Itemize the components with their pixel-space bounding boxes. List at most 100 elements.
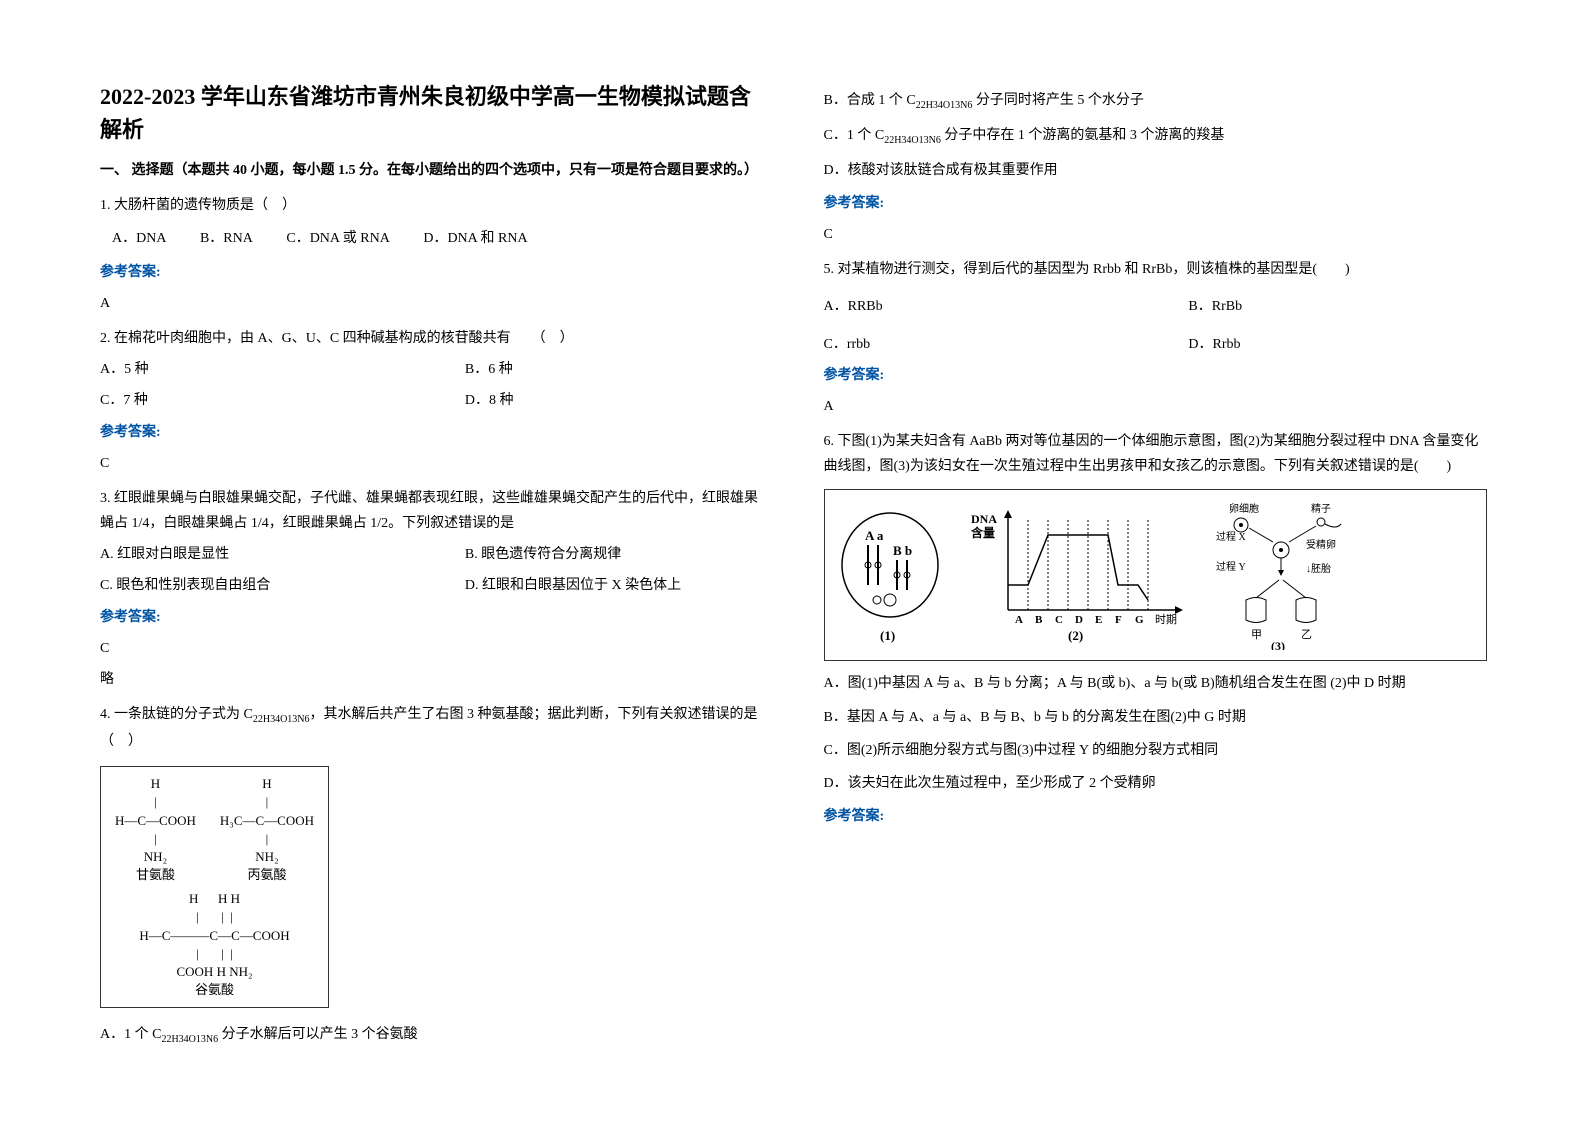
q5-opts-row2: C．rrbb D．Rrbb: [824, 332, 1488, 357]
fig3-num: (3): [1271, 639, 1285, 650]
glycine-struct: H | H—C—COOH | NH₂ 甘氨酸: [115, 775, 196, 884]
q2-opt-b: B．6 种: [465, 357, 764, 382]
q4-b-post: 分子同时将产生 5 个水分子: [972, 93, 1144, 108]
fig3-jia: 甲: [1251, 629, 1262, 641]
q2-ans-label: 参考答案:: [100, 420, 764, 445]
fig1-label-aa: A a: [865, 528, 884, 543]
fig2-dna-chart: DNA 含量 A B C D E F G 时期 (2): [963, 505, 1193, 645]
gly-line: H—C—COOH: [115, 812, 196, 830]
amino-acid-structures: H | H—C—COOH | NH₂ 甘氨酸 H | H₃C—C—COOH | …: [100, 766, 329, 1008]
q4-opt-d: D．核酸对该肽链合成有极其重要作用: [824, 158, 1488, 183]
q2-opt-d: D．8 种: [465, 388, 764, 413]
fig1-num: (1): [880, 628, 895, 643]
fig3-sperm-label: 精子: [1311, 502, 1331, 515]
q6-opt-b: B．基因 A 与 A、a 与 a、B 与 B、b 与 b 的分离发生在图(2)中…: [824, 705, 1488, 730]
glu-bottom: COOH H NH₂: [115, 963, 314, 981]
q3-opts-row1: A. 红眼对白眼是显性 B. 眼色遗传符合分离规律: [100, 542, 764, 567]
q6-ans-label: 参考答案:: [824, 804, 1488, 829]
q1-opt-d: D．DNA 和 RNA: [423, 231, 527, 246]
fig1-cell-icon: A a B b (1): [835, 505, 945, 645]
q2-opts-row1: A．5 种 B．6 种: [100, 357, 764, 382]
q5-opt-d: D．Rrbb: [1188, 332, 1487, 357]
q6-opt-c: C．图(2)所示细胞分裂方式与图(3)中过程 Y 的细胞分裂方式相同: [824, 738, 1488, 763]
q6-figures: A a B b (1) DNA 含量: [824, 489, 1488, 661]
glutamate-struct: H H H | | | H—C———C—C—COOH | | | COOH H …: [115, 890, 314, 999]
q4-a-pre: A．1 个 C: [100, 1027, 161, 1042]
q1-opt-c: C．DNA 或 RNA: [286, 231, 389, 246]
ala-name: 丙氨酸: [220, 866, 314, 884]
q4-opt-a: A．1 个 C22H34O13N6 分子水解后可以产生 3 个谷氨酸: [100, 1022, 764, 1049]
q2-opts-row2: C．7 种 D．8 种: [100, 388, 764, 413]
q5-opt-a: A．RRBb: [824, 294, 1189, 319]
q4-text-a: 4. 一条肽链的分子式为 C: [100, 707, 253, 722]
glu-h1: H: [189, 891, 198, 906]
fig2-xe: E: [1095, 614, 1102, 626]
fig2-xc: C: [1055, 614, 1063, 626]
q4-opt-b: B．合成 1 个 C22H34O13N6 分子同时将产生 5 个水分子: [824, 88, 1488, 115]
ala-nh: NH₂: [220, 848, 314, 866]
q3-opt-a: A. 红眼对白眼是显性: [100, 542, 465, 567]
fig2-xb: B: [1035, 614, 1043, 626]
fig2-xa: A: [1015, 614, 1023, 626]
q4-a-sub: 22H34O13N6: [161, 1034, 218, 1045]
q4-a-post: 分子水解后可以产生 3 个谷氨酸: [218, 1027, 418, 1042]
fig2-xlabel: 时期: [1155, 613, 1177, 626]
q3-opt-b: B. 眼色遗传符合分离规律: [465, 542, 764, 567]
q3-opts-row2: C. 眼色和性别表现自由组合 D. 红眼和白眼基因位于 X 染色体上: [100, 573, 764, 598]
q1-ans-label: 参考答案:: [100, 260, 764, 285]
q3-ans: C: [100, 636, 764, 661]
glu-h2: H H: [218, 891, 240, 906]
q4-text: 4. 一条肽链的分子式为 C22H34O13N6，其水解后共产生了右图 3 种氨…: [100, 702, 764, 754]
q1-opt-a: A．DNA: [112, 231, 166, 246]
fig2-ylabel1: DNA: [971, 512, 997, 526]
ala-line: H₃C—C—COOH: [220, 812, 314, 830]
q1-opt-b: B．RNA: [200, 231, 253, 246]
q1-ans: A: [100, 291, 764, 316]
q3-text: 3. 红眼雌果蝇与白眼雄果蝇交配，子代雌、雄果蝇都表现红眼，这些雌雄果蝇交配产生…: [100, 486, 764, 536]
gly-h: H: [115, 775, 196, 793]
ala-h: H: [220, 775, 314, 793]
fig2-num: (2): [1068, 628, 1083, 643]
doc-title: 2022-2023 学年山东省潍坊市青州朱良初级中学高一生物模拟试题含解析: [100, 80, 764, 146]
q5-opt-c: C．rrbb: [824, 332, 1189, 357]
q3-ans2: 略: [100, 667, 764, 692]
fig1-label-bb: B b: [893, 543, 912, 558]
q5-opts-row1: A．RRBb B．RrBb: [824, 294, 1488, 319]
q3-ans-label: 参考答案:: [100, 605, 764, 630]
q4-b-pre: B．合成 1 个 C: [824, 93, 916, 108]
q2-opt-a: A．5 种: [100, 357, 465, 382]
left-column: 2022-2023 学年山东省潍坊市青州朱良初级中学高一生物模拟试题含解析 一、…: [100, 80, 764, 1042]
fig2-ylabel2: 含量: [971, 525, 995, 540]
q6-text: 6. 下图(1)为某夫妇含有 AaBb 两对等位基因的一个体细胞示意图，图(2)…: [824, 429, 1488, 479]
q5-ans-label: 参考答案:: [824, 363, 1488, 388]
q1-text: 1. 大肠杆菌的遗传物质是（ ）: [100, 193, 764, 218]
q6-opt-a: A．图(1)中基因 A 与 a、B 与 b 分离；A 与 B(或 b)、a 与 …: [824, 671, 1488, 696]
q5-ans: A: [824, 394, 1488, 419]
q4-b-sub: 22H34O13N6: [916, 100, 973, 111]
right-column: B．合成 1 个 C22H34O13N6 分子同时将产生 5 个水分子 C．1 …: [824, 80, 1488, 1042]
fig2-xd: D: [1075, 614, 1083, 626]
q1-options: A．DNA B．RNA C．DNA 或 RNA D．DNA 和 RNA: [112, 226, 764, 251]
q4-ans-label: 参考答案:: [824, 191, 1488, 216]
q4-formula-sub: 22H34O13N6: [253, 714, 310, 725]
fig2-xg: G: [1135, 614, 1144, 626]
fig3-embryo: ↓胚胎: [1306, 562, 1331, 575]
fig2-xf: F: [1115, 614, 1122, 626]
q5-opt-b: B．RrBb: [1188, 294, 1487, 319]
fig3-yi: 乙: [1301, 628, 1312, 641]
fig3-egg-label: 卵细胞: [1229, 502, 1259, 515]
gly-name: 甘氨酸: [115, 866, 196, 884]
q2-ans: C: [100, 451, 764, 476]
q4-opt-c: C．1 个 C22H34O13N6 分子中存在 1 个游离的氨基和 3 个游离的…: [824, 123, 1488, 150]
q2-text: 2. 在棉花叶肉细胞中，由 A、G、U、C 四种碱基构成的核苷酸共有 （ ）: [100, 326, 764, 351]
q3-opt-c: C. 眼色和性别表现自由组合: [100, 573, 465, 598]
glu-line: H—C———C—C—COOH: [115, 927, 314, 945]
q3-opt-d: D. 红眼和白眼基因位于 X 染色体上: [465, 573, 764, 598]
gly-nh: NH₂: [115, 848, 196, 866]
fig3-fert: 受精卵: [1306, 538, 1336, 551]
fig3-diagram-icon: 卵细胞 精子 过程 X 受精卵 过程 Y ↓胚胎 甲 乙 (3): [1211, 500, 1361, 650]
q6-opt-d: D．该夫妇在此次生殖过程中，至少形成了 2 个受精卵: [824, 771, 1488, 796]
q2-opt-c: C．7 种: [100, 388, 465, 413]
alanine-struct: H | H₃C—C—COOH | NH₂ 丙氨酸: [220, 775, 314, 884]
fig3-procx: 过程 X: [1216, 530, 1247, 543]
